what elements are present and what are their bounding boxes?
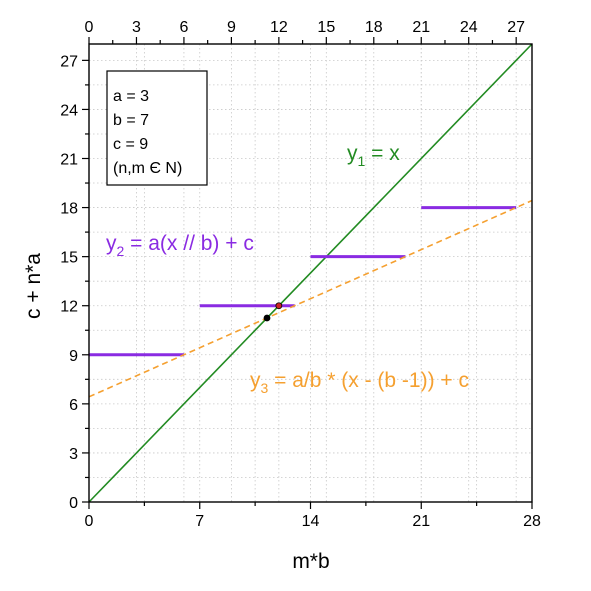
y-tick-label: 27 xyxy=(60,53,78,70)
series-line-3 xyxy=(88,199,533,398)
y-tick-label: 21 xyxy=(60,152,78,169)
x-top-tick-label: 9 xyxy=(227,19,236,36)
y-tick-label: 6 xyxy=(69,397,78,414)
axis-ticks: 0 7 14 21 28 0 3 6 9 12 15 18 21 24 27 0 3 6 9 12 15 18 21 24 27 xyxy=(60,19,541,530)
legend-line-domain: (n,m Є N) xyxy=(113,160,182,177)
x-axis-label: m*b xyxy=(292,550,329,573)
x-tick-label: 14 xyxy=(302,513,320,530)
y-tick-label: 12 xyxy=(60,299,78,316)
legend-line-b: b = 7 xyxy=(113,112,149,129)
parameter-legend: a = 3 b = 7 c = 9 (n,m Є N) xyxy=(106,70,208,186)
y-axis-label: c + n*a xyxy=(22,253,45,319)
series-line-1 xyxy=(88,43,533,503)
x-tick-label: 28 xyxy=(523,513,541,530)
y-tick-label: 3 xyxy=(69,446,78,463)
series-label-y1: y1 = x xyxy=(347,142,400,169)
x-top-tick-label: 24 xyxy=(460,19,478,36)
y-tick-label: 15 xyxy=(60,250,78,267)
x-top-tick-label: 12 xyxy=(270,19,288,36)
x-tick-label: 21 xyxy=(412,513,430,530)
x-top-tick-label: 0 xyxy=(85,19,94,36)
intersection-point xyxy=(275,302,283,310)
y-tick-label: 24 xyxy=(60,102,78,119)
series-label-y2: y2 = a(x // b) + c xyxy=(106,232,254,259)
grid xyxy=(88,44,533,503)
x-top-tick-label: 3 xyxy=(132,19,141,36)
series-label-y3: y3 = a/b * (x - (b -1)) + c xyxy=(250,369,469,396)
plot-area xyxy=(88,43,533,503)
x-tick-label: 7 xyxy=(195,513,204,530)
intersection-point xyxy=(263,314,271,322)
x-top-tick-label: 15 xyxy=(317,19,335,36)
x-top-tick-label: 18 xyxy=(365,19,383,36)
x-top-tick-label: 21 xyxy=(412,19,430,36)
x-tick-label: 0 xyxy=(85,513,94,530)
y-tick-label: 0 xyxy=(69,495,78,512)
y-tick-label: 18 xyxy=(60,201,78,218)
intersection-markers xyxy=(263,302,283,322)
x-top-tick-label: 6 xyxy=(179,19,188,36)
legend-line-c: c = 9 xyxy=(113,136,148,153)
legend-line-a: a = 3 xyxy=(113,88,149,105)
x-top-tick-label: 27 xyxy=(507,19,525,36)
y-tick-label: 9 xyxy=(69,348,78,365)
